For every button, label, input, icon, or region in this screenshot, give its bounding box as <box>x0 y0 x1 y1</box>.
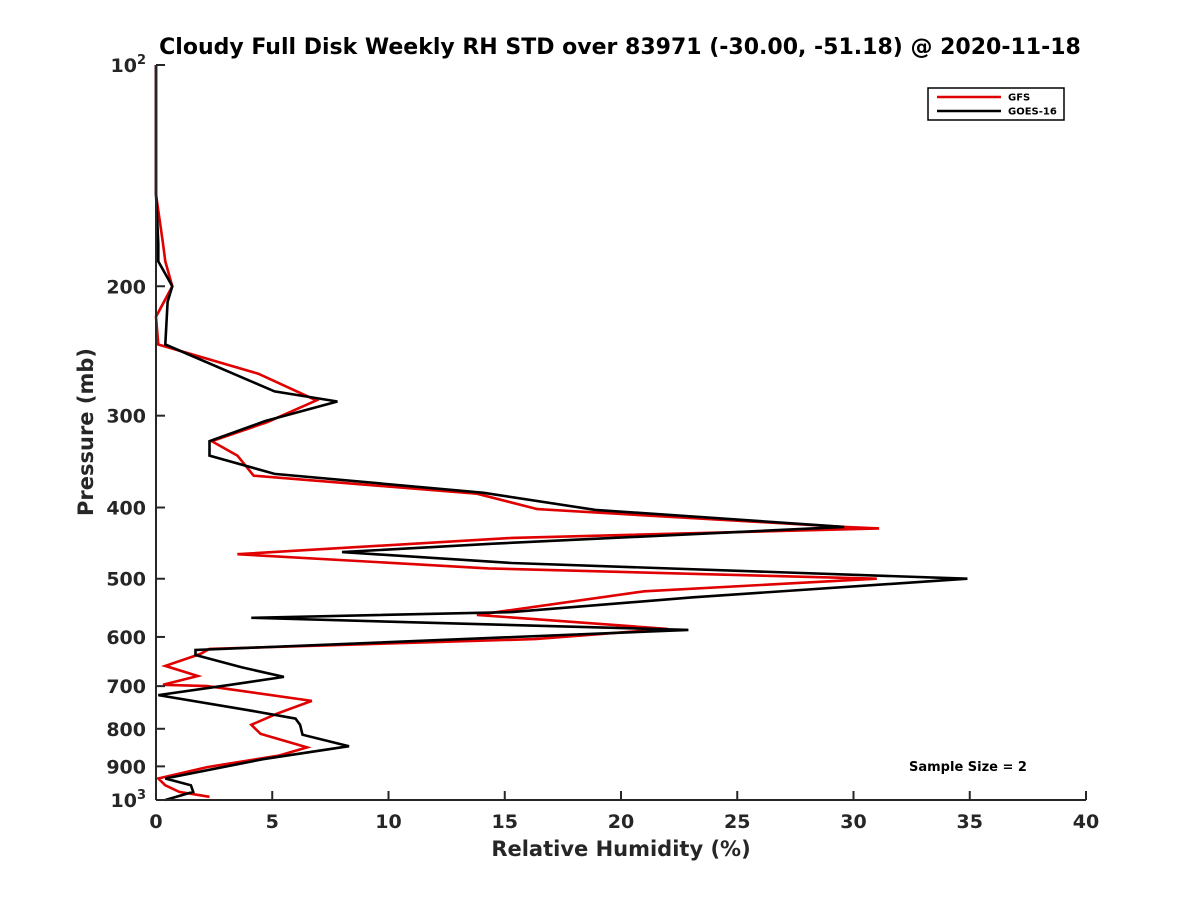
y-tick-label: 600 <box>106 627 146 649</box>
legend: GFS GOES-16 <box>927 87 1065 121</box>
y-tick-exponent: 3 <box>137 788 146 803</box>
x-axis-label: Relative Humidity (%) <box>491 837 750 861</box>
chart-title: Cloudy Full Disk Weekly RH STD over 8397… <box>159 35 1081 60</box>
legend-label: GFS <box>1008 93 1030 104</box>
x-tick-label: 40 <box>1073 811 1099 833</box>
x-tick-label: 20 <box>608 811 634 833</box>
x-tick-label: 15 <box>492 811 518 833</box>
plot-series-group <box>154 65 968 802</box>
x-tick-label: 10 <box>375 811 401 833</box>
y-tick-label: 300 <box>106 406 146 428</box>
x-tick-label: 30 <box>840 811 866 833</box>
y-tick-label: 800 <box>106 719 146 741</box>
sample-size-annotation: Sample Size = 2 <box>909 760 1027 775</box>
y-axis-label: Pressure (mb) <box>74 348 98 516</box>
legend-box <box>927 87 1065 121</box>
x-tick-label: 5 <box>266 811 279 833</box>
series-line-gfs <box>154 65 880 799</box>
y-tick-label: 700 <box>106 676 146 698</box>
y-tick-label: 500 <box>106 569 146 591</box>
y-tick-base: 10 <box>111 55 137 77</box>
y-tick-label: 102 <box>111 53 147 77</box>
y-tick-base: 10 <box>111 790 137 812</box>
x-ticks-group: 0 5 10 15 20 25 30 35 40 <box>149 791 1099 833</box>
y-tick-label: 400 <box>106 498 146 520</box>
x-tick-label: 0 <box>149 811 162 833</box>
x-tick-label: 25 <box>724 811 750 833</box>
y-tick-label: 200 <box>106 276 146 298</box>
legend-label: GOES-16 <box>1008 107 1057 118</box>
series-line-goes-16 <box>154 65 968 802</box>
x-tick-label: 35 <box>957 811 983 833</box>
y-tick-label: 900 <box>106 756 146 778</box>
y-tick-exponent: 2 <box>137 53 146 68</box>
y-tick-label: 103 <box>111 788 147 812</box>
